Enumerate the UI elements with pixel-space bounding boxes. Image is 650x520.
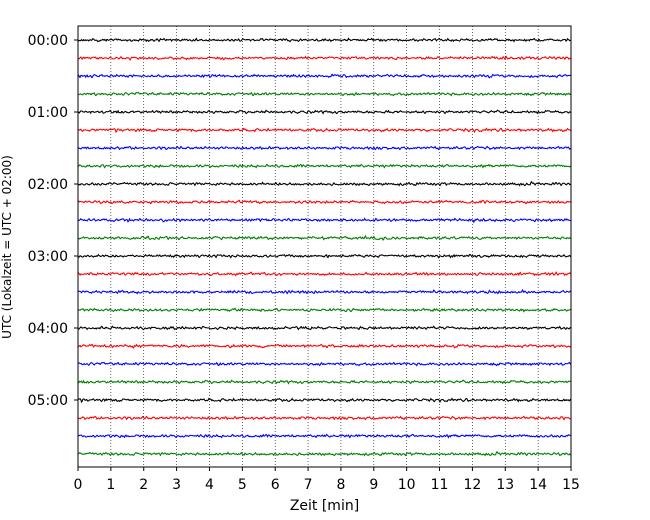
y-tick-label: 03:00: [28, 249, 68, 265]
y-tick-label: 01:00: [28, 105, 68, 121]
x-tick-label: 10: [398, 477, 416, 493]
trace-row: [77, 325, 572, 331]
trace-row: [77, 271, 572, 277]
trace-row: [77, 163, 572, 169]
x-tick-label: 8: [336, 477, 345, 493]
trace-row: [77, 433, 572, 439]
trace-row: [77, 217, 572, 224]
trace-row: [77, 91, 572, 97]
trace-row: [77, 288, 572, 295]
x-tick-label: 7: [304, 477, 313, 493]
x-tick-label: 4: [205, 477, 214, 493]
trace-row: [77, 361, 572, 367]
x-tick-label: 5: [238, 477, 247, 493]
y-tick-label: 02:00: [28, 177, 68, 193]
seismic-traces: [77, 37, 572, 457]
x-axis-label: Zeit [min]: [290, 498, 359, 514]
trace-row: [77, 234, 572, 241]
y-tick-label: 05:00: [28, 393, 68, 409]
x-tick-label: 1: [106, 477, 115, 493]
trace-row: [77, 379, 572, 385]
y-tick-label: 00:00: [28, 33, 68, 49]
trace-row: [77, 73, 572, 79]
y-axis-ticks: 00:00 01:00 02:00 03:00 04:00 05:00: [28, 33, 78, 409]
trace-row: [77, 55, 572, 62]
x-tick-label: 3: [172, 477, 181, 493]
x-tick-label: 12: [463, 477, 481, 493]
x-tick-label: 6: [271, 477, 280, 493]
x-axis-ticks: 0 1 2 3 4 5 6 7 8 9 10 11 12 13 14 15: [74, 467, 580, 493]
plot-frame: [77, 25, 572, 468]
trace-row: [77, 180, 572, 187]
trace-row: [77, 450, 572, 457]
x-tick-label: 14: [529, 477, 547, 493]
trace-row: [77, 343, 572, 349]
x-tick-label: 9: [369, 477, 378, 493]
x-tick-label: 2: [139, 477, 148, 493]
trace-row: [77, 199, 572, 205]
x-tick-label: 0: [74, 477, 83, 493]
x-tick-label: 13: [496, 477, 514, 493]
y-tick-label: 04:00: [28, 321, 68, 337]
x-tick-label: 15: [562, 477, 580, 493]
y-axis-label: UTC (Lokalzeit = UTC + 02:00): [0, 155, 14, 339]
trace-row: [77, 253, 572, 259]
trace-row: [77, 37, 572, 43]
trace-row: [77, 415, 572, 421]
trace-row: [77, 307, 572, 313]
trace-row: [77, 109, 572, 115]
trace-row: [77, 145, 572, 151]
trace-row: [77, 127, 572, 134]
trace-row: [77, 397, 572, 404]
x-tick-label: 11: [431, 477, 449, 493]
